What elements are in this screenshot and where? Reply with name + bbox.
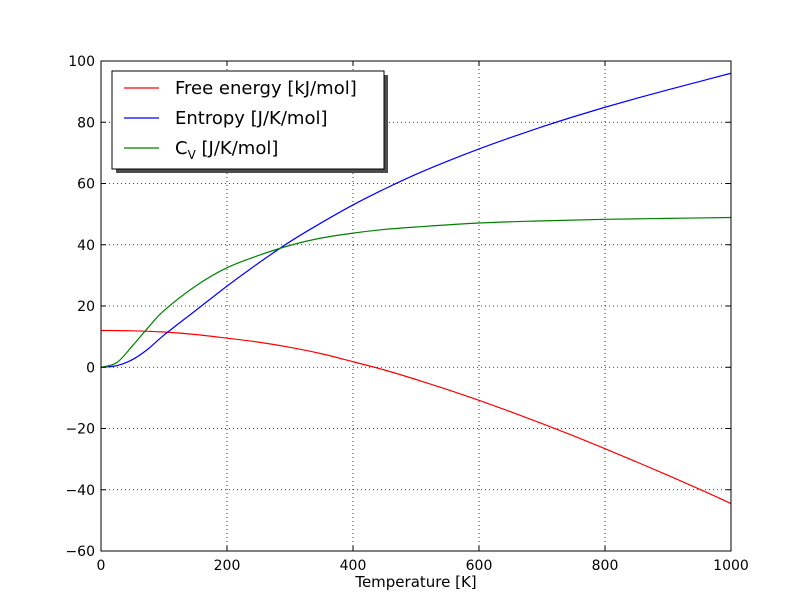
y-tick-label: −40 [65, 483, 95, 499]
y-axis: −60 −40 −20 0 20 40 60 80 100 [65, 54, 731, 560]
legend-label: CV [J/K/mol] [175, 138, 278, 162]
plot-lines [100, 72, 732, 505]
legend-label-main: C [175, 138, 188, 159]
x-tick-label: 200 [214, 558, 241, 574]
y-tick-label: 80 [77, 115, 95, 131]
series-line-free-energy-kj-mol [100, 329, 732, 505]
x-tick-label: 600 [466, 558, 493, 574]
y-tick-label: 40 [77, 238, 95, 254]
legend-box [111, 70, 385, 170]
series-line-entropy-j-k-mol [100, 72, 732, 368]
x-tick-label: 800 [592, 558, 619, 574]
legend-label: Free energy [kJ/mol] [175, 78, 357, 99]
y-tick-label: 60 [77, 177, 95, 193]
y-tick-label: −60 [65, 544, 95, 560]
x-axis-label: Temperature [K] [354, 573, 476, 591]
grid [101, 61, 731, 551]
legend-label: Entropy [J/K/mol] [175, 108, 328, 129]
legend: Free energy [kJ/mol] Entropy [J/K/mol] CV … [111, 70, 388, 173]
x-axis: 0 200 400 600 800 1000 [97, 61, 749, 574]
y-tick-label: −20 [65, 422, 95, 438]
x-tick-label: 0 [97, 558, 106, 574]
y-tick-label: 0 [86, 360, 95, 376]
legend-label-rest: [J/K/mol] [196, 138, 279, 159]
x-tick-label: 400 [340, 558, 367, 574]
series-line-cv-j-k-mol [100, 216, 732, 368]
y-tick-label: 100 [68, 54, 95, 70]
y-tick-label: 20 [77, 299, 95, 315]
x-tick-label: 1000 [713, 558, 749, 574]
legend-label-subscript: V [188, 148, 197, 162]
